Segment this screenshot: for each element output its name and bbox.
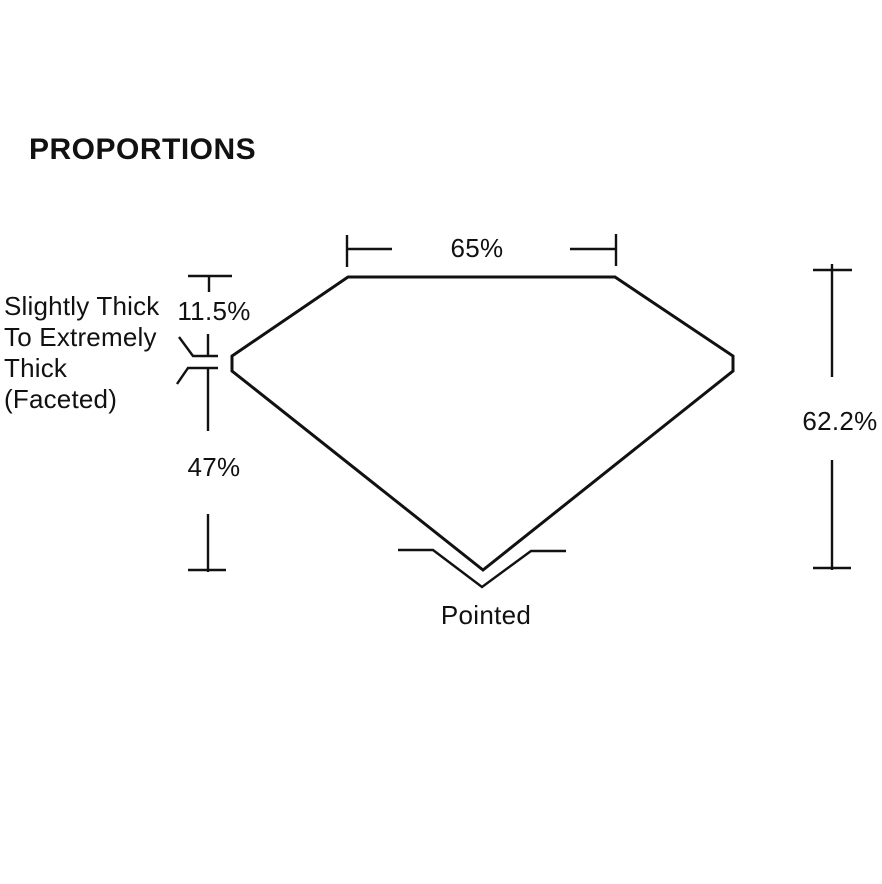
diamond-outline [230,275,735,572]
total-depth-dimension-line [813,264,852,570]
girdle-thickness-line-2: To Extremely [4,322,157,352]
total-depth-label: 62.2% [802,406,878,436]
table-width-dimension-line [345,234,618,267]
pavilion-depth-dimension-line [188,368,226,572]
girdle-thickness-line-1: Slightly Thick [4,291,160,321]
girdle-break-marks [176,336,218,385]
culet-marker [398,548,566,589]
girdle-thickness-line-4: (Faceted) [4,384,118,414]
girdle-thickness-label: Slightly Thick To Extremely Thick (Facet… [4,291,160,415]
culet-label: Pointed [440,600,532,630]
pavilion-depth-label: 47% [187,452,241,482]
table-width-label: 65% [450,233,504,263]
page-title: PROPORTIONS [29,133,257,166]
crown-height-dimension-line [188,274,232,356]
girdle-thickness-line-3: Thick [4,353,68,383]
crown-height-label: 11.5% [177,296,251,326]
